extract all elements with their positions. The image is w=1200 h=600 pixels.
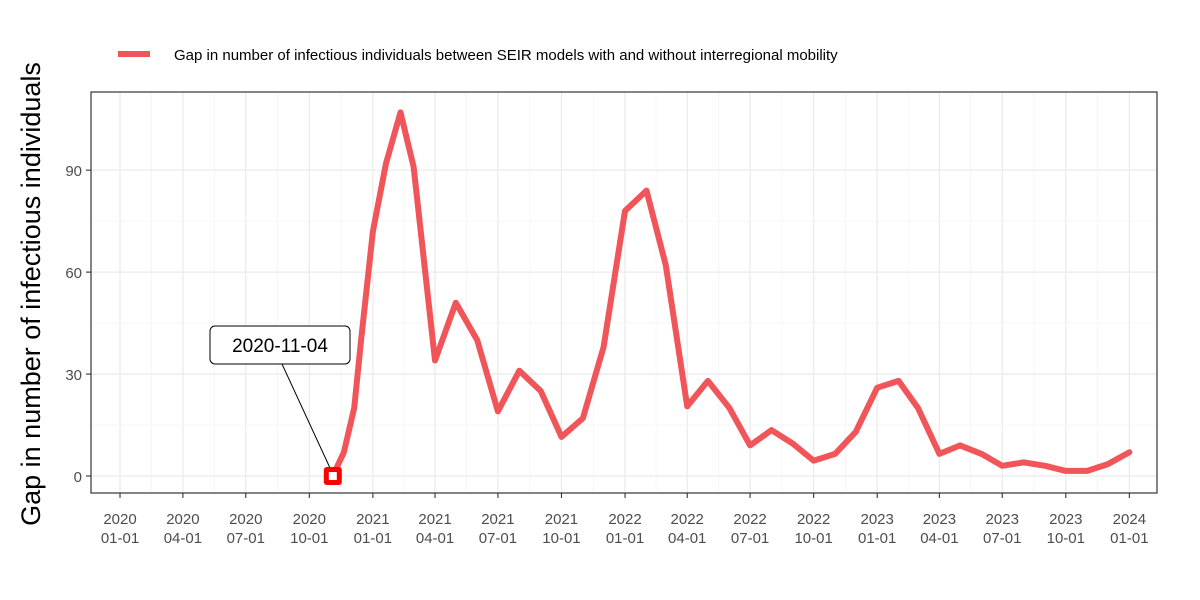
y-tick-label: 60 (65, 265, 82, 282)
annotation-label: 2020-11-04 (232, 336, 328, 357)
x-tick-label: 2021 07-01 (479, 511, 517, 547)
x-tick-label: 2022 01-01 (606, 511, 644, 547)
x-tick-label: 2021 01-01 (354, 511, 392, 547)
y-axis-title: Gap in number of infectious individuals (16, 62, 46, 526)
x-tick-label: 2021 10-01 (542, 511, 580, 547)
annotation-marker-center (328, 472, 337, 481)
x-tick-label: 2021 04-01 (416, 511, 454, 547)
x-tick-label: 2020 07-01 (227, 511, 265, 547)
x-tick-label: 2020 04-01 (164, 511, 202, 547)
x-tick-label: 2023 10-01 (1047, 511, 1085, 547)
x-tick-label: 2022 04-01 (668, 511, 706, 547)
annotation-label-box (209, 325, 351, 365)
y-tick-label: 30 (65, 367, 82, 384)
x-tick-label: 2020 10-01 (290, 511, 328, 547)
grid (91, 92, 1157, 493)
annotation-layer: 2020-11-04 (209, 325, 351, 486)
y-tick-label: 0 (74, 469, 82, 486)
y-axis: 0 30 60 90 (65, 163, 91, 486)
annotation-leader-line (281, 363, 334, 475)
x-tick-label: 2023 01-01 (858, 511, 896, 547)
legend: Gap in number of infectious individuals … (118, 47, 838, 64)
y-tick-label: 90 (65, 163, 82, 180)
x-tick-label: 2023 04-01 (920, 511, 958, 547)
series-layer (329, 109, 1133, 479)
x-tick-label: 2023 07-01 (983, 511, 1021, 547)
x-tick-label: 2022 07-01 (731, 511, 769, 547)
x-axis: 2020 01-01 2020 04-01 2020 07-01 2020 10-01 2021… (101, 493, 1149, 547)
series-line-0 (329, 109, 1133, 479)
x-tick-label: 2024 01-01 (1110, 511, 1148, 547)
x-tick-label: 2020 01-01 (101, 511, 139, 547)
legend-label: Gap in number of infectious individuals … (174, 47, 838, 64)
plot-panel-border (90, 91, 1158, 494)
x-tick-label: 2022 10-01 (794, 511, 832, 547)
